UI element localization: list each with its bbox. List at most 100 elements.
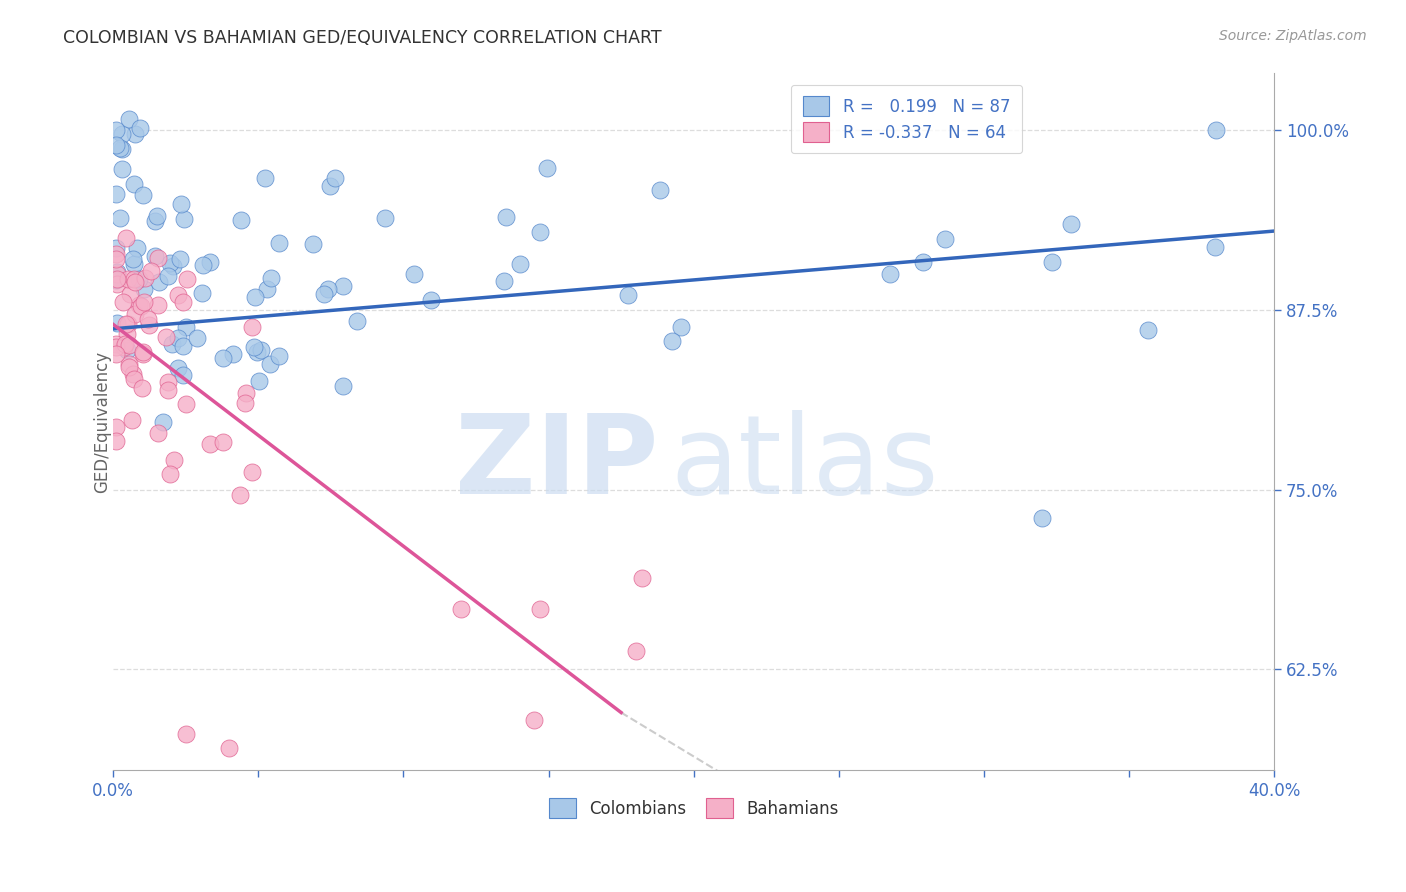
Point <box>172 295 194 310</box>
Point <box>124 307 146 321</box>
Point <box>156 268 179 283</box>
Point <box>115 317 138 331</box>
Point <box>111 128 134 142</box>
Point <box>124 275 146 289</box>
Point <box>105 123 128 137</box>
Point <box>166 288 188 302</box>
Point <box>129 299 152 313</box>
Point <box>132 345 155 359</box>
Point <box>235 386 257 401</box>
Point <box>152 415 174 429</box>
Point <box>495 210 517 224</box>
Point <box>117 318 139 332</box>
Point <box>105 337 128 351</box>
Point <box>246 345 269 359</box>
Point <box>934 231 956 245</box>
Point <box>212 435 235 450</box>
Point <box>173 211 195 226</box>
Point <box>617 288 640 302</box>
Text: atlas: atlas <box>671 409 939 516</box>
Point <box>118 112 141 127</box>
Point <box>148 275 170 289</box>
Point <box>105 273 128 287</box>
Point <box>1031 511 1053 525</box>
Point <box>419 293 441 308</box>
Point <box>105 252 128 267</box>
Point <box>231 213 253 227</box>
Point <box>492 275 515 289</box>
Point <box>105 272 128 286</box>
Point <box>1137 323 1160 337</box>
Point <box>111 142 134 156</box>
Point <box>1040 255 1063 269</box>
Point <box>174 397 197 411</box>
Point <box>121 413 143 427</box>
Point <box>912 255 935 269</box>
Point <box>879 267 901 281</box>
Point <box>301 236 323 251</box>
Point <box>167 360 190 375</box>
Point <box>193 259 215 273</box>
Point <box>114 337 136 351</box>
Point <box>122 257 145 271</box>
Point <box>105 247 128 261</box>
Legend: Colombians, Bahamians: Colombians, Bahamians <box>543 792 845 824</box>
Point <box>146 209 169 223</box>
Point <box>259 357 281 371</box>
Point <box>105 137 128 152</box>
Point <box>529 601 551 615</box>
Point <box>117 272 139 286</box>
Point <box>115 343 138 358</box>
Point <box>1205 123 1227 137</box>
Point <box>132 294 155 309</box>
Point <box>256 282 278 296</box>
Point <box>402 267 425 281</box>
Point <box>172 339 194 353</box>
Point <box>146 252 169 266</box>
Point <box>509 256 531 270</box>
Point <box>105 277 128 291</box>
Point <box>134 271 156 285</box>
Point <box>249 343 271 357</box>
Point <box>105 419 128 434</box>
Point <box>240 465 263 479</box>
Point <box>167 331 190 345</box>
Point <box>318 283 340 297</box>
Text: COLOMBIAN VS BAHAMIAN GED/EQUIVALENCY CORRELATION CHART: COLOMBIAN VS BAHAMIAN GED/EQUIVALENCY CO… <box>63 29 662 46</box>
Point <box>523 713 546 727</box>
Point <box>160 336 183 351</box>
Point <box>128 298 150 312</box>
Point <box>156 384 179 398</box>
Point <box>661 334 683 349</box>
Point <box>536 161 558 175</box>
Point <box>671 320 693 334</box>
Point <box>332 279 354 293</box>
Point <box>200 255 222 269</box>
Point <box>107 265 129 279</box>
Point <box>1204 240 1226 254</box>
Point <box>529 225 551 239</box>
Point <box>254 170 277 185</box>
Point <box>159 467 181 481</box>
Point <box>240 319 263 334</box>
Point <box>124 372 146 386</box>
Point <box>105 434 128 448</box>
Point <box>169 252 191 266</box>
Point <box>222 347 245 361</box>
Point <box>122 177 145 191</box>
Point <box>105 347 128 361</box>
Point <box>105 268 128 282</box>
Point <box>450 602 472 616</box>
Point <box>1060 217 1083 231</box>
Point <box>110 211 132 225</box>
Point <box>170 196 193 211</box>
Point <box>174 319 197 334</box>
Point <box>105 341 128 355</box>
Text: ZIP: ZIP <box>456 409 659 516</box>
Point <box>132 347 155 361</box>
Point <box>229 488 252 502</box>
Point <box>146 298 169 312</box>
Point <box>323 170 346 185</box>
Point <box>242 340 264 354</box>
Point <box>105 187 128 202</box>
